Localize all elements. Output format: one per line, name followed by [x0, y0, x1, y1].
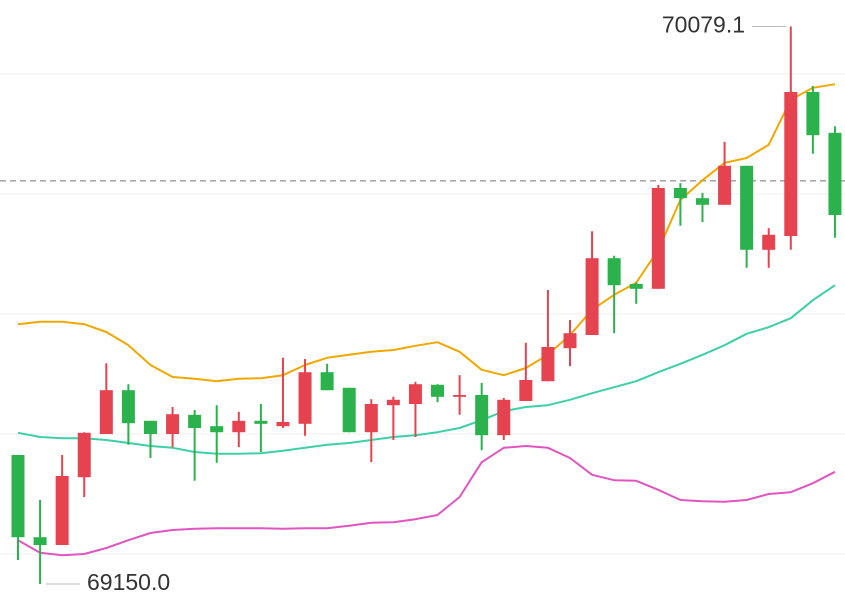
annotation-label: 70079.1 [662, 12, 745, 38]
candle-body [254, 420, 268, 424]
candle-body [718, 165, 732, 205]
candle-body [188, 414, 202, 429]
candle-body [740, 165, 754, 250]
candle-body [784, 91, 798, 236]
candle-body [33, 537, 47, 546]
candle-body [166, 414, 180, 435]
candle-body [673, 187, 687, 199]
annotation-label: 69150.0 [87, 569, 170, 595]
candle-body [55, 476, 69, 546]
candle-body [651, 187, 665, 289]
candle-body [563, 333, 577, 349]
candle-body [99, 390, 113, 435]
candle-body [320, 372, 334, 391]
candle-body [695, 198, 709, 205]
candle-body [121, 390, 135, 424]
candle-body [806, 91, 820, 136]
candle-body [386, 399, 400, 406]
candle-body [541, 347, 555, 382]
candle-body [232, 420, 246, 433]
candle-body [828, 132, 842, 215]
candle-body [762, 234, 776, 250]
candle-body [519, 380, 533, 402]
candle-body [276, 422, 290, 427]
candle-body [11, 455, 25, 538]
candle-body [585, 258, 599, 336]
candle-body [453, 395, 467, 397]
candle-body [364, 404, 378, 433]
candle-body [607, 258, 621, 286]
band-line [17, 445, 836, 557]
candle-body [210, 426, 224, 433]
candle-body [408, 384, 422, 405]
candle-body [475, 395, 489, 436]
candle-body [143, 420, 157, 435]
band-line [17, 284, 836, 455]
candle-body [298, 372, 312, 424]
candle-body [629, 283, 643, 289]
candle-body [77, 432, 91, 478]
candle-body [497, 399, 511, 436]
band-line [17, 83, 836, 383]
candle-body [342, 387, 356, 433]
candle-body [431, 384, 445, 397]
